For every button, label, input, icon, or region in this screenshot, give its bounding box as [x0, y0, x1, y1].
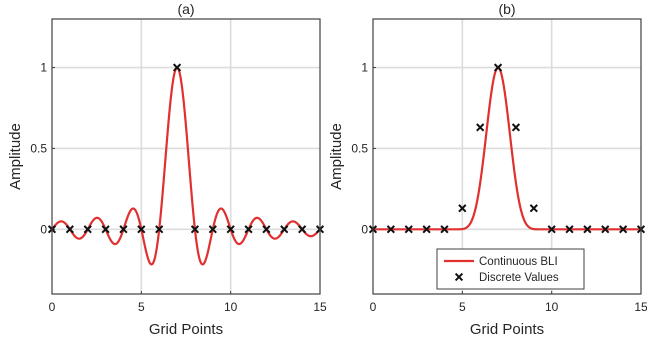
- plot-area: [52, 19, 320, 294]
- data-point-marker: [440, 225, 449, 234]
- x-tick-label: 5: [459, 300, 466, 314]
- x-tick-label: 10: [224, 300, 238, 314]
- data-point-marker: [565, 225, 574, 234]
- data-point-marker: [155, 225, 164, 234]
- x-tick-label: 0: [49, 300, 56, 314]
- x-axis-label: Grid Points: [149, 321, 223, 338]
- axes-box: [372, 18, 642, 295]
- x-axis-label: Grid Points: [470, 321, 544, 338]
- x-tick-label: 5: [138, 300, 145, 314]
- axes-box: [51, 18, 321, 295]
- series-line-continuous: [51, 66, 321, 266]
- data-point-marker: [298, 225, 307, 234]
- data-point-marker: [83, 225, 92, 234]
- x-tick-label: 15: [634, 300, 647, 314]
- data-point-marker: [529, 204, 538, 213]
- data-point-marker: [547, 225, 556, 234]
- data-point-marker: [226, 225, 235, 234]
- data-point-marker: [422, 225, 431, 234]
- chart-title: (a): [177, 1, 194, 17]
- legend-box: [436, 248, 585, 290]
- data-point-marker: [65, 225, 74, 234]
- data-point-marker: [493, 63, 503, 72]
- chart-panel-1: 0 5 10 15 0 0.5 1 (a) Grid Points Amplitude: [7, 1, 327, 338]
- data-point-marker: [511, 123, 521, 132]
- data-point-marker: [476, 123, 485, 132]
- data-point-marker: [386, 225, 395, 234]
- data-point-marker: [172, 63, 182, 72]
- data-point-marker: [208, 225, 217, 234]
- data-point-marker: [280, 225, 289, 234]
- legend-entry-label: Discrete Values: [479, 272, 559, 284]
- data-point-marker: [583, 225, 592, 234]
- data-point-marker: [458, 204, 467, 213]
- data-point-marker: [619, 225, 628, 234]
- chart-panel-2: 0 5 10 15 0 0.5 1 (b) Grid Points Amplitude Contin…: [328, 1, 647, 338]
- x-tick-label: 10: [545, 300, 559, 314]
- data-point-marker: [190, 225, 200, 234]
- y-axis-label: Amplitude: [328, 123, 345, 190]
- data-point-marker: [601, 225, 610, 234]
- y-axis-label: Amplitude: [7, 123, 24, 190]
- y-tick-label: 1: [361, 61, 368, 75]
- data-point-marker: [262, 225, 271, 234]
- series-line-continuous: [373, 66, 641, 231]
- y-tick-label: 0.5: [351, 141, 368, 155]
- data-point-marker: [244, 225, 253, 234]
- legend-entry-label: Continuous BLI: [479, 256, 558, 268]
- y-tick-label: 0.5: [30, 141, 47, 155]
- data-point-marker: [119, 225, 128, 234]
- y-tick-label: 0: [40, 222, 47, 236]
- data-point-marker: [137, 225, 146, 234]
- y-tick-label: 1: [40, 61, 47, 75]
- plot-area: [373, 19, 641, 294]
- y-tick-label: 0: [361, 222, 368, 236]
- data-point-marker: [101, 225, 110, 234]
- chart-title: (b): [498, 1, 515, 17]
- x-tick-label: 15: [313, 300, 327, 314]
- data-point-marker: [404, 225, 413, 234]
- x-tick-label: 0: [370, 300, 377, 314]
- legend-swatch-marker: [454, 272, 464, 282]
- legend: Continuous BLI Discrete Values: [436, 248, 585, 290]
